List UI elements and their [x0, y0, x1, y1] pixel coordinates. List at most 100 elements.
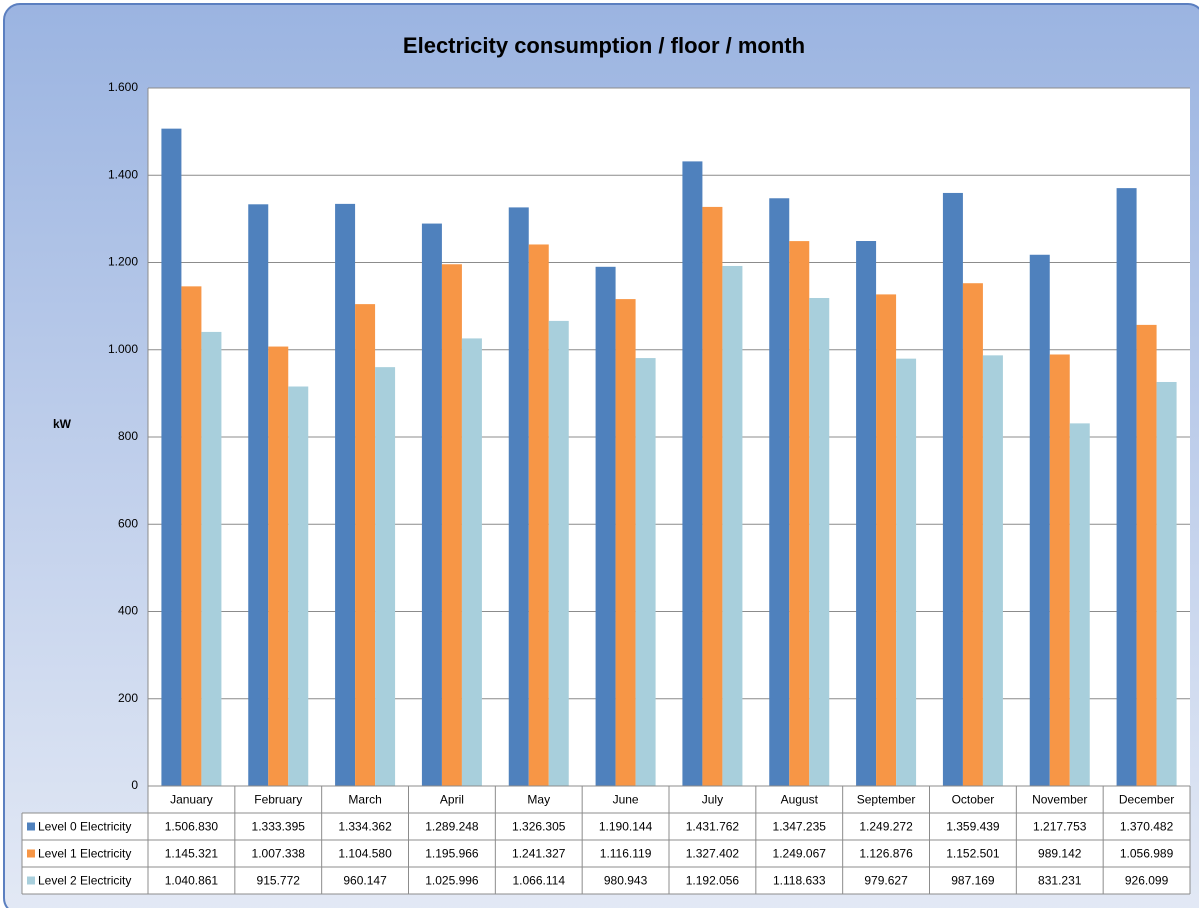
bar — [441, 264, 462, 786]
y-tick-label: 0 — [131, 778, 138, 792]
bar — [288, 386, 309, 786]
table-cell: 960.147 — [343, 874, 387, 888]
table-cell: 1.217.753 — [1033, 820, 1087, 834]
bar — [789, 241, 810, 786]
bar — [1156, 381, 1177, 786]
chart-title: Electricity consumption / floor / month — [403, 33, 805, 58]
bar — [1069, 423, 1090, 786]
bar — [355, 304, 376, 786]
bar — [856, 241, 877, 786]
x-tick-label: January — [170, 793, 213, 807]
table-cell: 1.152.501 — [946, 847, 1000, 861]
legend-swatch — [27, 849, 35, 858]
table-cell: 915.772 — [257, 874, 301, 888]
x-tick-label: October — [952, 793, 995, 807]
bar — [528, 244, 549, 787]
bar — [461, 338, 482, 786]
y-tick-label: 1.600 — [108, 80, 138, 94]
bar — [682, 161, 703, 787]
legend-label: Level 1 Electricity — [38, 847, 131, 861]
table-cell: 1.327.402 — [686, 847, 740, 861]
bar — [702, 206, 723, 786]
table-cell: 1.118.633 — [773, 874, 826, 888]
y-tick-label: 1.400 — [108, 167, 138, 181]
x-tick-label: February — [254, 793, 302, 807]
x-tick-label: April — [440, 793, 464, 807]
x-tick-label: September — [857, 793, 916, 807]
bar — [161, 128, 182, 787]
y-tick-label: 800 — [118, 429, 138, 443]
x-tick-label: May — [527, 793, 550, 807]
bar — [248, 204, 269, 787]
y-tick-label: 200 — [118, 691, 138, 705]
bar — [982, 355, 1003, 786]
table-cell: 989.142 — [1038, 847, 1082, 861]
bar — [1049, 354, 1070, 786]
table-cell: 1.347.235 — [773, 820, 827, 834]
table-cell: 1.192.056 — [686, 874, 740, 888]
legend-label: Level 0 Electricity — [38, 820, 131, 834]
table-cell: 1.370.482 — [1120, 820, 1174, 834]
bar — [942, 192, 963, 787]
table-cell: 1.431.762 — [686, 820, 740, 834]
x-tick-label: March — [348, 793, 381, 807]
table-cell: 1.066.114 — [513, 874, 566, 888]
table-cell: 1.040.861 — [165, 874, 219, 888]
x-tick-label: December — [1119, 793, 1174, 807]
y-axis-label: kW — [53, 417, 72, 431]
table-cell: 987.169 — [951, 874, 995, 888]
table-cell: 1.126.876 — [859, 847, 913, 861]
bar — [722, 265, 743, 786]
y-tick-label: 1.000 — [108, 342, 138, 356]
table-cell: 831.231 — [1038, 874, 1082, 888]
table-cell: 1.289.248 — [425, 820, 479, 834]
bar — [1136, 324, 1157, 786]
table-cell: 1.056.989 — [1120, 847, 1174, 861]
table-cell: 1.249.067 — [773, 847, 827, 861]
table-cell: 1.359.439 — [946, 820, 1000, 834]
table-cell: 980.943 — [604, 874, 648, 888]
bar — [1029, 254, 1050, 786]
y-tick-label: 400 — [118, 604, 138, 618]
bar — [181, 286, 202, 786]
bar — [268, 346, 289, 786]
bar — [548, 320, 569, 786]
bar — [201, 331, 222, 786]
bar — [615, 299, 636, 786]
table-cell: 1.241.327 — [512, 847, 566, 861]
table-cell: 1.333.395 — [252, 820, 306, 834]
bar — [769, 198, 790, 786]
bar — [421, 223, 442, 787]
table-cell: 1.506.830 — [165, 820, 219, 834]
legend-label: Level 2 Electricity — [38, 874, 131, 888]
y-tick-label: 1.200 — [108, 255, 138, 269]
bar — [962, 283, 983, 786]
bar — [335, 203, 356, 786]
table-cell: 1.326.305 — [512, 820, 566, 834]
table-cell: 1.190.144 — [599, 820, 653, 834]
table-cell: 1.104.580 — [338, 847, 392, 861]
bar — [635, 358, 656, 786]
table-cell: 1.145.321 — [165, 847, 219, 861]
table-background — [22, 813, 1190, 894]
bar — [809, 297, 830, 786]
x-tick-label: June — [613, 793, 639, 807]
bar — [1116, 188, 1137, 787]
table-cell: 926.099 — [1125, 874, 1169, 888]
legend-swatch — [27, 822, 35, 831]
table-cell: 1.025.996 — [425, 874, 479, 888]
x-tick-label: July — [702, 793, 723, 807]
bar — [896, 358, 917, 786]
table-cell: 979.627 — [864, 874, 908, 888]
table-cell: 1.249.272 — [859, 820, 913, 834]
x-tick-label: November — [1032, 793, 1087, 807]
table-cell: 1.195.966 — [425, 847, 479, 861]
bar — [876, 294, 897, 786]
bar — [508, 207, 529, 787]
bar — [595, 266, 616, 786]
bar — [375, 367, 396, 786]
x-tick-label: August — [781, 793, 819, 807]
table-cell: 1.334.362 — [338, 820, 392, 834]
